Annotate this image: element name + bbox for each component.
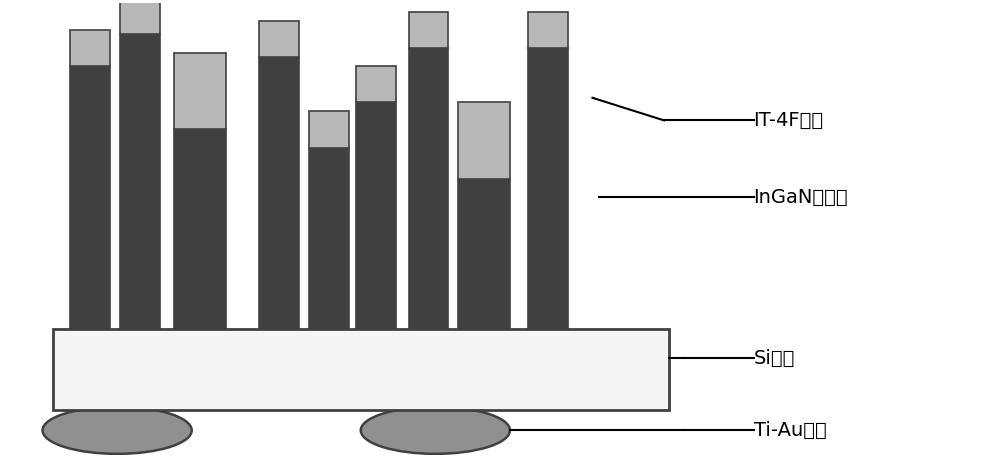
Bar xyxy=(309,147,349,328)
Text: Ti-Au合金: Ti-Au合金 xyxy=(754,421,826,440)
Bar xyxy=(409,48,448,328)
Text: Si衬底: Si衬底 xyxy=(754,349,795,367)
Bar xyxy=(458,102,510,179)
Bar xyxy=(356,66,396,102)
Bar xyxy=(458,179,510,328)
Bar xyxy=(120,34,160,328)
Bar xyxy=(528,48,568,328)
Bar xyxy=(53,328,669,410)
Ellipse shape xyxy=(43,407,192,454)
Bar xyxy=(120,0,160,34)
Text: InGaN纳米柱: InGaN纳米柱 xyxy=(754,188,848,207)
Bar xyxy=(174,53,226,130)
Bar xyxy=(259,21,299,57)
Bar xyxy=(70,30,110,66)
Bar xyxy=(174,130,226,328)
Bar xyxy=(409,12,448,48)
Bar xyxy=(259,57,299,328)
Text: IT-4F薤膜: IT-4F薤膜 xyxy=(754,111,824,130)
Ellipse shape xyxy=(361,407,510,454)
Bar xyxy=(70,66,110,328)
Bar xyxy=(309,111,349,147)
Bar xyxy=(356,102,396,328)
Bar xyxy=(528,12,568,48)
